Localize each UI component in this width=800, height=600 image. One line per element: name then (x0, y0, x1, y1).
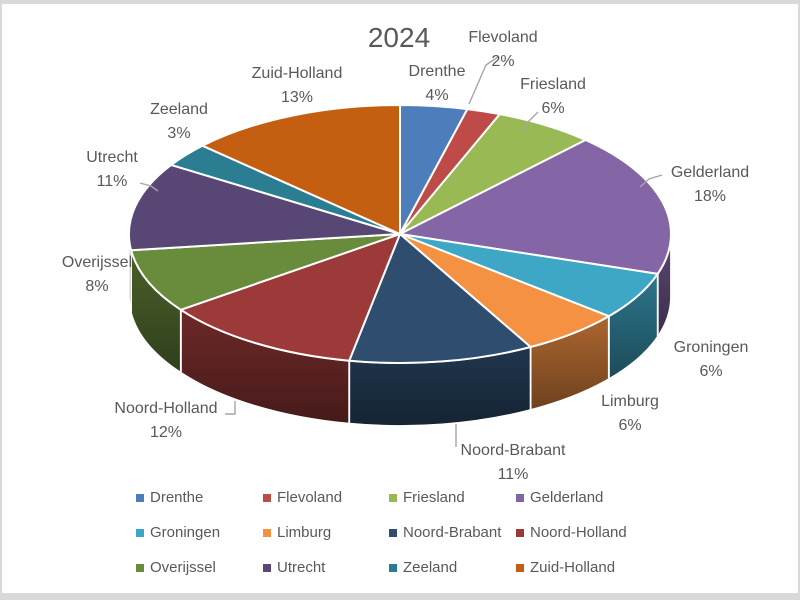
legend-item-gelderland[interactable]: Gelderland (516, 488, 603, 508)
slice-label-name: Noord-Brabant (460, 442, 566, 459)
slice-label-value: 8% (85, 278, 109, 295)
leader-line-noord-holland (225, 401, 236, 415)
slice-label-noord-brabant: Noord-Brabant 11% (461, 439, 566, 487)
legend-marker-utrecht (263, 564, 271, 572)
legend-label-zuid-holland: Zuid-Holland (530, 559, 616, 576)
legend-label-utrecht: Utrecht (277, 559, 326, 576)
legend-item-noord-holland[interactable]: Noord-Holland (516, 523, 627, 543)
legend-marker-gelderland (516, 494, 524, 502)
slice-label-name: Gelderland (670, 164, 750, 181)
legend-label-zeeland: Zeeland (403, 559, 458, 576)
legend-label-drenthe: Drenthe (150, 489, 204, 506)
legend-label-flevoland: Flevoland (277, 489, 343, 506)
legend-marker-friesland (389, 494, 397, 502)
slice-label-name: Overijssel (61, 254, 133, 271)
legend-label-overijssel: Overijssel (150, 559, 216, 576)
slice-label-name: Limburg (601, 393, 659, 410)
slice-label-value: 13% (280, 89, 314, 106)
slice-label-zeeland: Zeeland 3% (150, 98, 208, 146)
legend-item-limburg[interactable]: Limburg (263, 523, 331, 543)
slice-label-value: 2% (491, 53, 515, 70)
pie-slice-overijssel[interactable] (130, 233, 401, 311)
legend-label-noord-brabant: Noord-Brabant (403, 524, 502, 541)
slice-label-name: Zeeland (150, 101, 208, 118)
slice-label-zuid-holland: Zuid-Holland 13% (252, 62, 343, 110)
window-frame-top (0, 0, 800, 4)
legend-marker-overijssel (136, 564, 144, 572)
pie-slice-noord-brabant[interactable] (348, 233, 532, 364)
legend-marker-drenthe (136, 494, 144, 502)
legend-item-flevoland[interactable]: Flevoland (263, 488, 342, 508)
legend-item-overijssel[interactable]: Overijssel (136, 558, 216, 578)
legend-item-utrecht[interactable]: Utrecht (263, 558, 325, 578)
slice-label-friesland: Friesland 6% (520, 73, 586, 121)
window-frame-right (798, 0, 800, 600)
legend-item-drenthe[interactable]: Drenthe (136, 488, 203, 508)
slice-label-limburg: Limburg 6% (601, 390, 659, 438)
legend-marker-flevoland (263, 494, 271, 502)
slice-label-name: Noord-Holland (114, 400, 218, 417)
legend-label-friesland: Friesland (403, 489, 465, 506)
legend-item-zuid-holland[interactable]: Zuid-Holland (516, 558, 615, 578)
slice-label-overijssel: Overijssel 8% (62, 251, 132, 299)
slice-label-name: Zuid-Holland (251, 65, 343, 82)
legend-item-zeeland[interactable]: Zeeland (389, 558, 457, 578)
pie-slice-gelderland[interactable] (399, 139, 672, 275)
slice-label-drenthe: Drenthe 4% (409, 60, 466, 108)
slice-label-noord-holland: Noord-Holland 12% (114, 397, 217, 445)
leader-line-friesland (521, 111, 539, 133)
slice-label-value: 4% (425, 87, 449, 104)
slice-label-value: 6% (699, 363, 723, 380)
legend-item-friesland[interactable]: Friesland (389, 488, 465, 508)
slice-label-value: 18% (693, 188, 727, 205)
legend-marker-limburg (263, 529, 271, 537)
slice-label-name: Flevoland (468, 29, 538, 46)
window-frame-left (0, 0, 2, 600)
window-frame-bottom (0, 593, 800, 600)
legend-item-groningen[interactable]: Groningen (136, 523, 220, 543)
leader-line-flevoland (468, 56, 499, 105)
slice-label-value: 6% (541, 100, 565, 117)
slice-label-name: Utrecht (86, 149, 138, 166)
slice-label-name: Drenthe (408, 63, 466, 80)
pie-slice-utrecht[interactable] (128, 163, 401, 252)
legend-marker-noord-holland (516, 529, 524, 537)
leader-line-utrecht (139, 182, 159, 192)
pie-slice-noord-holland[interactable] (179, 233, 401, 362)
legend-marker-zeeland (389, 564, 397, 572)
legend-label-groningen: Groningen (150, 524, 221, 541)
legend-marker-zuid-holland (516, 564, 524, 572)
legend-label-limburg: Limburg (277, 524, 332, 541)
legend-label-gelderland: Gelderland (530, 489, 604, 506)
slice-label-value: 11% (96, 173, 128, 190)
slice-label-value: 11% (497, 466, 529, 483)
slice-label-name: Groningen (673, 339, 749, 356)
slice-label-value: 12% (149, 424, 183, 441)
legend-marker-groningen (136, 529, 144, 537)
leader-line-gelderland (639, 174, 663, 188)
chart-title: 2024 (367, 22, 431, 53)
slice-label-flevoland: Flevoland 2% (468, 26, 537, 74)
legend-marker-noord-brabant (389, 529, 397, 537)
legend-label-noord-holland: Noord-Holland (530, 524, 627, 541)
slice-label-value: 3% (167, 125, 191, 142)
legend-item-noord-brabant[interactable]: Noord-Brabant (389, 523, 501, 543)
slice-label-utrecht: Utrecht 11% (86, 146, 138, 194)
slice-label-name: Friesland (520, 76, 586, 93)
pie-slice-zuid-holland[interactable] (201, 104, 401, 235)
slice-label-value: 6% (618, 417, 642, 434)
slice-label-gelderland: Gelderland 18% (671, 161, 749, 209)
slice-label-groningen: Groningen 6% (674, 336, 749, 384)
